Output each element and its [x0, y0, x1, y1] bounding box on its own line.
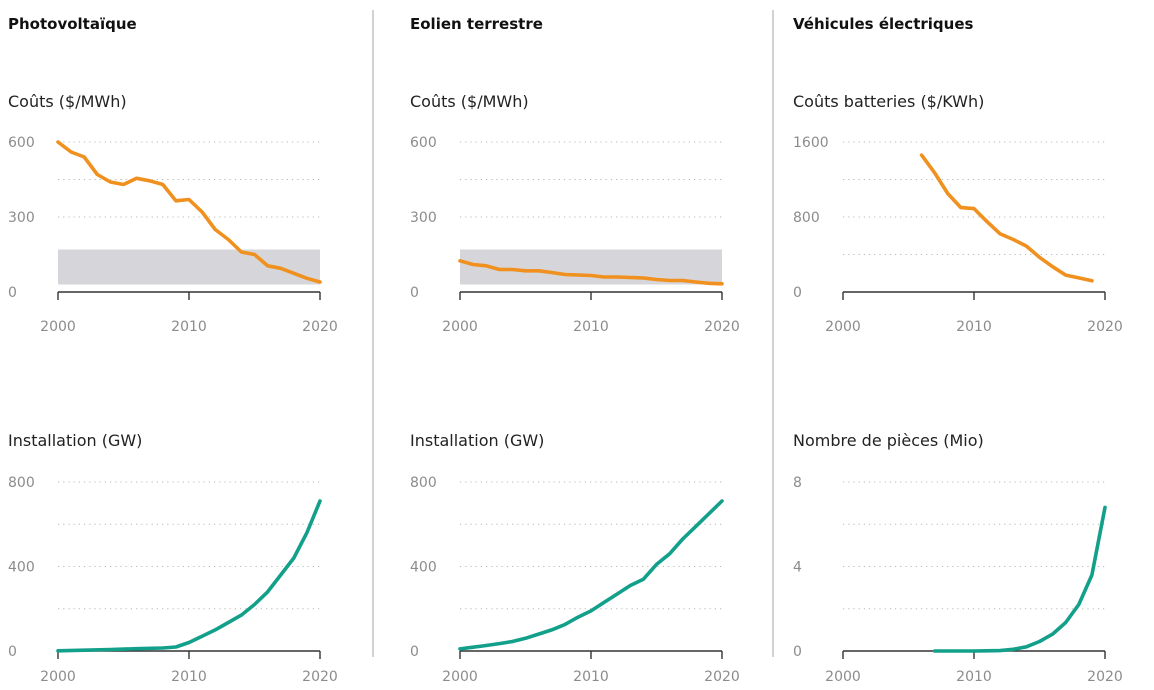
- x-tick-label: 2010: [171, 319, 207, 335]
- y-tick-label: 300: [8, 210, 35, 226]
- chart-panel: Véhicules électriques Coûts batteries ($/…: [793, 15, 1123, 335]
- y-tick-label: 0: [793, 285, 802, 301]
- chart-panel: Eolien terrestre Coûts ($/MWh) 0 300 600 2000…: [410, 15, 740, 335]
- panel-title: Installation (GW): [8, 431, 142, 450]
- y-tick-label: 600: [410, 135, 437, 151]
- column-title: Photovoltaïque: [8, 15, 137, 33]
- chart-panel: Photovoltaïque Coûts ($/MWh) 0 300 600 2000 20…: [8, 15, 338, 335]
- x-tick-label: 2020: [1087, 319, 1123, 335]
- installation-series-line: [56, 499, 322, 653]
- y-tick-label: 800: [793, 210, 820, 226]
- y-tick-label: 800: [8, 475, 35, 491]
- x-tick-label: 2000: [825, 669, 861, 685]
- panel-title: Coûts ($/MWh): [410, 92, 529, 111]
- x-tick-label: 2000: [442, 669, 478, 685]
- chart-panel: Installation (GW) 0 400 800 2000 2010 2020: [8, 431, 338, 685]
- installation-series-line: [932, 505, 1107, 653]
- y-tick-label: 400: [410, 560, 437, 576]
- panel-title: Coûts ($/MWh): [8, 92, 127, 111]
- y-tick-label: 8: [793, 475, 802, 491]
- y-tick-label: 4: [793, 560, 802, 576]
- installation-series-line: [458, 499, 724, 651]
- x-tick-label: 2010: [956, 319, 992, 335]
- column-title: Eolien terrestre: [410, 15, 543, 33]
- y-tick-label: 300: [410, 210, 437, 226]
- x-tick-label: 2020: [704, 319, 740, 335]
- x-tick-label: 2010: [573, 669, 609, 685]
- y-tick-label: 400: [8, 560, 35, 576]
- chart-panel: Installation (GW) 0 400 800 2000 2010 2020: [410, 431, 740, 685]
- y-tick-label: 0: [410, 285, 419, 301]
- cost-series-line: [458, 259, 724, 286]
- x-tick-label: 2010: [171, 669, 207, 685]
- y-tick-label: 800: [410, 475, 437, 491]
- x-tick-label: 2010: [956, 669, 992, 685]
- y-tick-label: 0: [410, 644, 419, 660]
- x-tick-label: 2020: [704, 669, 740, 685]
- x-tick-label: 2010: [573, 319, 609, 335]
- chart-panel: Nombre de pièces (Mio) 0 4 8 2000 2010 2020: [793, 431, 1123, 685]
- cost-series-line: [56, 140, 322, 284]
- panel-title: Installation (GW): [410, 431, 544, 450]
- y-tick-label: 600: [8, 135, 35, 151]
- cost-series-line: [919, 153, 1094, 283]
- x-tick-label: 2000: [442, 319, 478, 335]
- y-tick-label: 0: [8, 644, 17, 660]
- y-tick-label: 1600: [793, 135, 829, 151]
- panel-title: Nombre de pièces (Mio): [793, 431, 984, 450]
- x-tick-label: 2000: [825, 319, 861, 335]
- reference-band: [460, 249, 722, 285]
- x-tick-label: 2020: [302, 669, 338, 685]
- x-tick-label: 2000: [40, 669, 76, 685]
- x-tick-label: 2020: [1087, 669, 1123, 685]
- x-tick-label: 2000: [40, 319, 76, 335]
- column-title: Véhicules électriques: [793, 15, 973, 33]
- y-tick-label: 0: [793, 644, 802, 660]
- y-tick-label: 0: [8, 285, 17, 301]
- panel-title: Coûts batteries ($/KWh): [793, 92, 984, 111]
- x-tick-label: 2020: [302, 319, 338, 335]
